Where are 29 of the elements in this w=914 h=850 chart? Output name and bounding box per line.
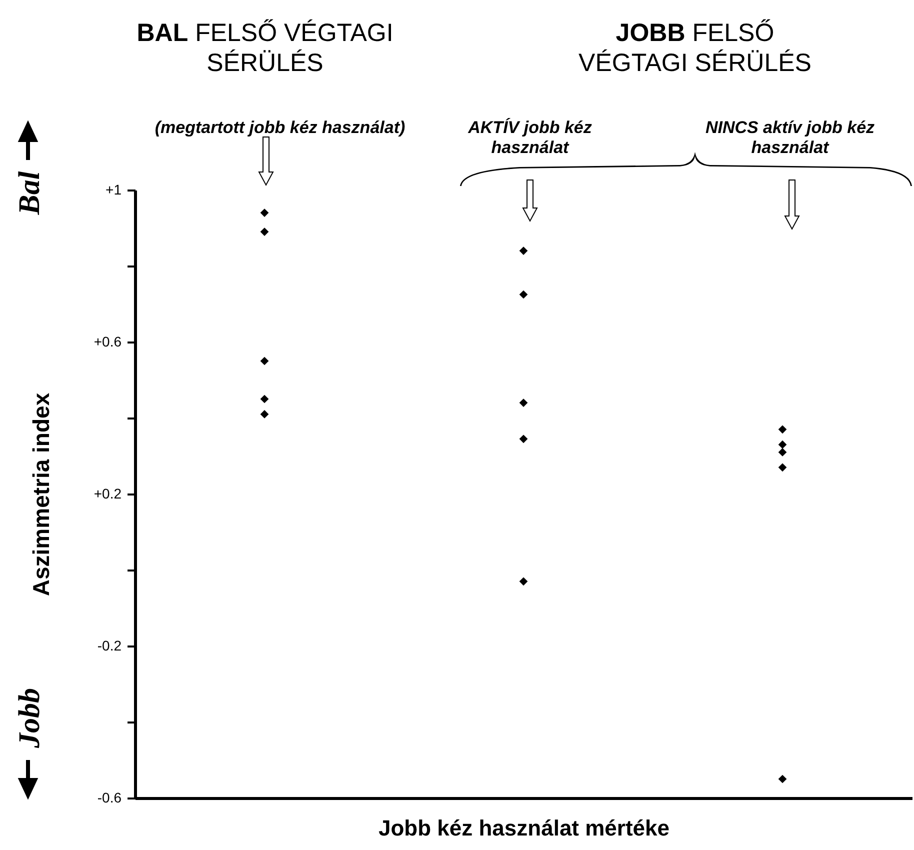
- text: AKTÍV jobb kéz használat: [466, 118, 593, 159]
- point: [519, 577, 528, 586]
- point: [778, 440, 787, 449]
- point: [260, 228, 269, 236]
- point: [519, 290, 528, 299]
- point: [778, 463, 787, 472]
- y-tick-label: -0.2: [97, 638, 122, 654]
- point: [260, 208, 269, 217]
- point: [778, 774, 787, 784]
- point: [519, 434, 528, 444]
- y-tick-label: +0.2: [94, 486, 122, 502]
- x-axis-title: Jobb kéz használat mértéke: [378, 816, 670, 840]
- text: (megtartott jobb kéz használat): [154, 118, 406, 138]
- point: [260, 410, 269, 418]
- point: [260, 356, 269, 366]
- text: NINCS aktív jobb kéz használat: [704, 118, 876, 159]
- point: [778, 425, 787, 434]
- y-tick-label: +0.6: [94, 334, 122, 350]
- point: [778, 448, 787, 456]
- point: [519, 398, 528, 407]
- text: JOBB FELSŐ VÉGTAGI SÉRÜLÉS: [578, 18, 812, 78]
- text: BAL FELSŐ VÉGTAGI SÉRÜLÉS: [136, 18, 394, 78]
- text: Bal: [12, 170, 47, 217]
- y-axis-title: Aszimmetria index: [28, 392, 54, 596]
- y-tick-label: -0.6: [97, 790, 122, 806]
- y-tick-label: +1: [106, 182, 122, 198]
- point: [260, 394, 269, 404]
- text: Jobb: [12, 687, 47, 750]
- point: [519, 246, 528, 255]
